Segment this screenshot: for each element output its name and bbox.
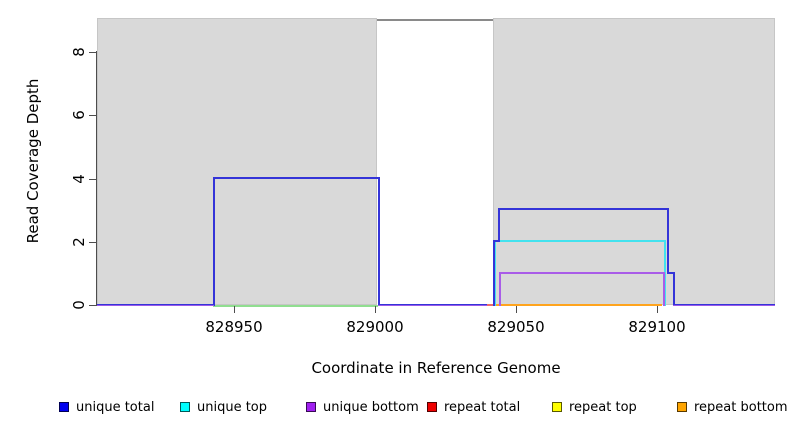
x-tick-label: 829000	[346, 318, 404, 336]
legend-swatch-icon	[180, 402, 190, 412]
y-axis-line	[96, 51, 97, 306]
x-tick	[234, 306, 235, 313]
unique-total-depth3	[498, 208, 669, 210]
unique-total-depth2	[493, 240, 500, 242]
y-axis-title: Read Coverage Depth	[24, 78, 42, 244]
y-tick	[89, 305, 96, 306]
zero-line-gap	[378, 304, 487, 306]
zero-line-red-segment	[486, 304, 496, 306]
legend-label: unique bottom	[323, 400, 419, 415]
y-tick	[89, 179, 96, 180]
x-tick-label: 828950	[205, 318, 263, 336]
unique-total-rise-1	[213, 177, 215, 306]
y-tick-label: 8	[70, 47, 88, 57]
legend-swatch-icon	[552, 402, 562, 412]
y-tick-label: 4	[70, 174, 88, 184]
unique-top-rise	[494, 240, 496, 306]
x-tick	[516, 306, 517, 313]
shaded-region-right	[493, 18, 775, 305]
legend-swatch-icon	[306, 402, 316, 412]
legend-swatch-icon	[59, 402, 69, 412]
y-tick	[89, 52, 96, 53]
unique-total-rise-2	[493, 240, 495, 306]
zero-line-left	[97, 304, 214, 306]
zero-line-orange-segment	[495, 304, 662, 306]
y-tick-label: 6	[70, 110, 88, 120]
zero-line-green-segment	[213, 305, 378, 307]
unique-total-depth4	[213, 177, 380, 179]
unique-top-line	[493, 240, 666, 242]
x-tick-label: 829100	[628, 318, 686, 336]
legend-label: unique top	[197, 400, 268, 415]
legend-swatch-icon	[427, 402, 437, 412]
shaded-region-left	[97, 18, 377, 305]
masked-depth9-line	[377, 19, 493, 21]
legend-label: repeat bottom	[694, 400, 788, 415]
zero-line-right	[673, 304, 775, 306]
y-tick	[89, 115, 96, 116]
unique-total-depth1	[667, 272, 675, 274]
plot-area	[97, 17, 775, 307]
unique-bottom-line	[499, 272, 665, 274]
legend-swatch-icon	[677, 402, 687, 412]
unique-total-drop-2	[667, 208, 669, 274]
y-tick-label: 2	[70, 237, 88, 247]
unique-bottom-drop	[663, 272, 665, 306]
y-tick-label: 0	[70, 300, 88, 310]
legend-label: repeat top	[569, 400, 637, 415]
x-axis-title: Coordinate in Reference Genome	[311, 359, 561, 377]
unique-total-drop-1	[378, 177, 380, 306]
legend-label: unique total	[76, 400, 155, 415]
x-tick-label: 829050	[487, 318, 545, 336]
unique-bottom-rise	[499, 272, 501, 306]
unique-total-drop-3	[673, 272, 675, 306]
x-tick	[657, 306, 658, 313]
legend-label: repeat total	[444, 400, 521, 415]
y-tick	[89, 242, 96, 243]
unique-total-rise-3	[498, 208, 500, 242]
unique-top-drop	[664, 240, 666, 306]
x-tick	[375, 306, 376, 313]
